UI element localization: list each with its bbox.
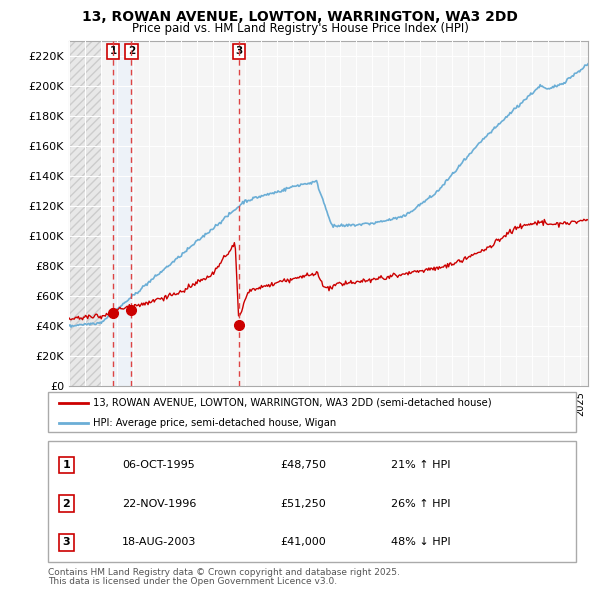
- Text: 13, ROWAN AVENUE, LOWTON, WARRINGTON, WA3 2DD (semi-detached house): 13, ROWAN AVENUE, LOWTON, WARRINGTON, WA…: [93, 398, 491, 408]
- Text: Price paid vs. HM Land Registry's House Price Index (HPI): Price paid vs. HM Land Registry's House …: [131, 22, 469, 35]
- Text: 1: 1: [62, 460, 70, 470]
- Text: 06-OCT-1995: 06-OCT-1995: [122, 460, 194, 470]
- Text: 26% ↑ HPI: 26% ↑ HPI: [391, 499, 451, 509]
- Text: 13, ROWAN AVENUE, LOWTON, WARRINGTON, WA3 2DD: 13, ROWAN AVENUE, LOWTON, WARRINGTON, WA…: [82, 10, 518, 24]
- Text: 2: 2: [62, 499, 70, 509]
- Text: 3: 3: [235, 47, 242, 57]
- Text: 48% ↓ HPI: 48% ↓ HPI: [391, 537, 451, 548]
- Text: This data is licensed under the Open Government Licence v3.0.: This data is licensed under the Open Gov…: [48, 577, 337, 586]
- Text: 1: 1: [110, 47, 117, 57]
- Bar: [69, 41, 101, 386]
- Text: 21% ↑ HPI: 21% ↑ HPI: [391, 460, 451, 470]
- Text: 3: 3: [62, 537, 70, 548]
- Text: 2: 2: [128, 47, 135, 57]
- Text: Contains HM Land Registry data © Crown copyright and database right 2025.: Contains HM Land Registry data © Crown c…: [48, 568, 400, 576]
- Text: £48,750: £48,750: [280, 460, 326, 470]
- Text: 18-AUG-2003: 18-AUG-2003: [122, 537, 196, 548]
- Text: £51,250: £51,250: [280, 499, 326, 509]
- FancyBboxPatch shape: [48, 441, 576, 562]
- Text: HPI: Average price, semi-detached house, Wigan: HPI: Average price, semi-detached house,…: [93, 418, 336, 428]
- FancyBboxPatch shape: [48, 392, 576, 432]
- Text: 22-NOV-1996: 22-NOV-1996: [122, 499, 196, 509]
- Text: £41,000: £41,000: [280, 537, 326, 548]
- Bar: [113, 41, 131, 386]
